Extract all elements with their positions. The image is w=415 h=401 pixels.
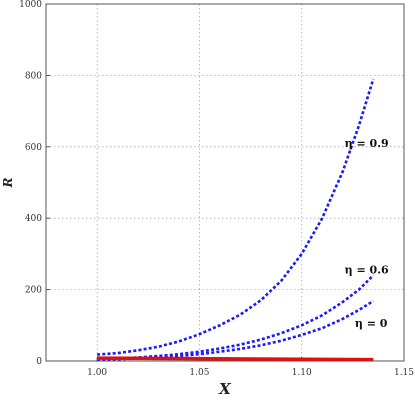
- y-tick-label: 0: [36, 357, 42, 367]
- y-tick-label: 800: [25, 71, 42, 81]
- x-tick-label: 1.10: [292, 368, 312, 378]
- x-axis-title: X: [218, 380, 232, 398]
- y-tick-label: 1000: [19, 0, 42, 10]
- curve-label-3: η = 0: [355, 317, 388, 330]
- series-line-1: [97, 78, 375, 356]
- grid-lines: [46, 3, 405, 362]
- axis-ticks: 1.00 1.05 1.10 1.15 0 200 400 600 800 1000: [19, 0, 414, 378]
- series-line-2: [97, 274, 375, 361]
- series-line-3: [97, 299, 374, 361]
- y-axis-title: R: [1, 177, 15, 188]
- x-tick-label: 1.15: [394, 368, 414, 378]
- curve-label-1: η = 0.9: [345, 137, 389, 150]
- y-tick-label: 600: [25, 143, 42, 153]
- curve-label-2: η = 0.6: [345, 264, 389, 277]
- y-tick-label: 200: [25, 286, 42, 296]
- x-tick-label: 1.00: [87, 368, 107, 378]
- series-line-4: [97, 356, 374, 362]
- plot-frame: [45, 3, 405, 362]
- curve-annotations: η = 0.9 η = 0.6 η = 0: [345, 137, 389, 330]
- y-tick-label: 400: [25, 214, 42, 224]
- x-tick-label: 1.05: [189, 368, 209, 378]
- data-series: [97, 78, 375, 362]
